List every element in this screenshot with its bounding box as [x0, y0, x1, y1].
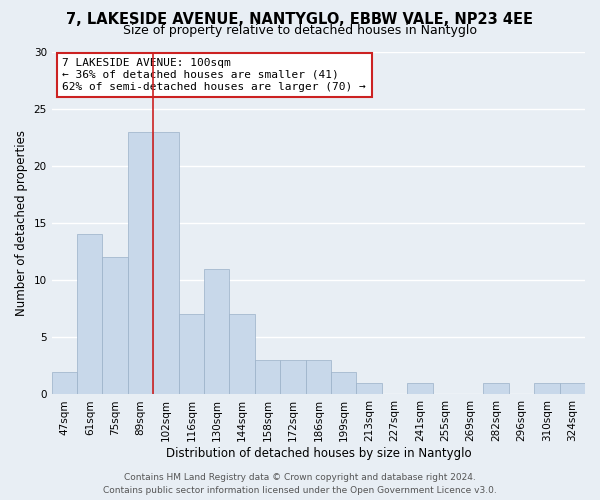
Bar	[153, 132, 179, 394]
Bar	[204, 268, 229, 394]
Bar	[255, 360, 280, 394]
X-axis label: Distribution of detached houses by size in Nantyglo: Distribution of detached houses by size …	[166, 447, 471, 460]
Bar	[52, 372, 77, 394]
Bar	[280, 360, 305, 394]
Bar	[77, 234, 103, 394]
Bar	[103, 258, 128, 394]
Bar	[305, 360, 331, 394]
Text: Contains HM Land Registry data © Crown copyright and database right 2024.
Contai: Contains HM Land Registry data © Crown c…	[103, 474, 497, 495]
Bar	[179, 314, 204, 394]
Text: 7 LAKESIDE AVENUE: 100sqm
← 36% of detached houses are smaller (41)
62% of semi-: 7 LAKESIDE AVENUE: 100sqm ← 36% of detac…	[62, 58, 366, 92]
Bar	[560, 383, 585, 394]
Bar	[407, 383, 433, 394]
Bar	[229, 314, 255, 394]
Text: 7, LAKESIDE AVENUE, NANTYGLO, EBBW VALE, NP23 4EE: 7, LAKESIDE AVENUE, NANTYGLO, EBBW VALE,…	[67, 12, 533, 28]
Bar	[356, 383, 382, 394]
Text: Size of property relative to detached houses in Nantyglo: Size of property relative to detached ho…	[123, 24, 477, 37]
Bar	[331, 372, 356, 394]
Bar	[484, 383, 509, 394]
Y-axis label: Number of detached properties: Number of detached properties	[15, 130, 28, 316]
Bar	[128, 132, 153, 394]
Bar	[534, 383, 560, 394]
